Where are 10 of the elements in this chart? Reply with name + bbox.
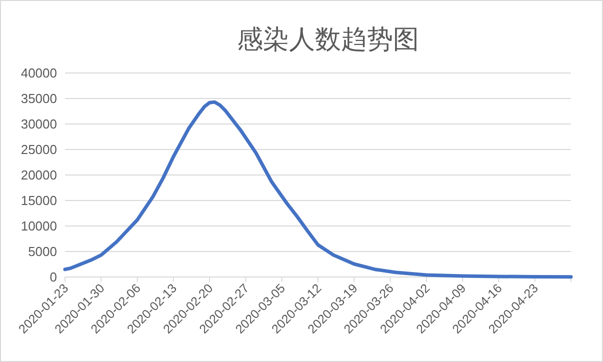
y-tick-label: 10000 — [20, 218, 57, 234]
y-tick-label: 40000 — [20, 66, 57, 80]
y-tick-label: 5000 — [28, 244, 57, 259]
title: 感染人数趋势图 — [237, 24, 419, 54]
y-tick-label: 30000 — [20, 116, 57, 132]
y-tick-label: 15000 — [20, 193, 57, 208]
y-tick-label: 25000 — [20, 142, 57, 157]
y-tick-label: 35000 — [20, 91, 57, 106]
y-tick-label: 0 — [50, 270, 57, 284]
y-tick-label: 20000 — [20, 168, 57, 182]
